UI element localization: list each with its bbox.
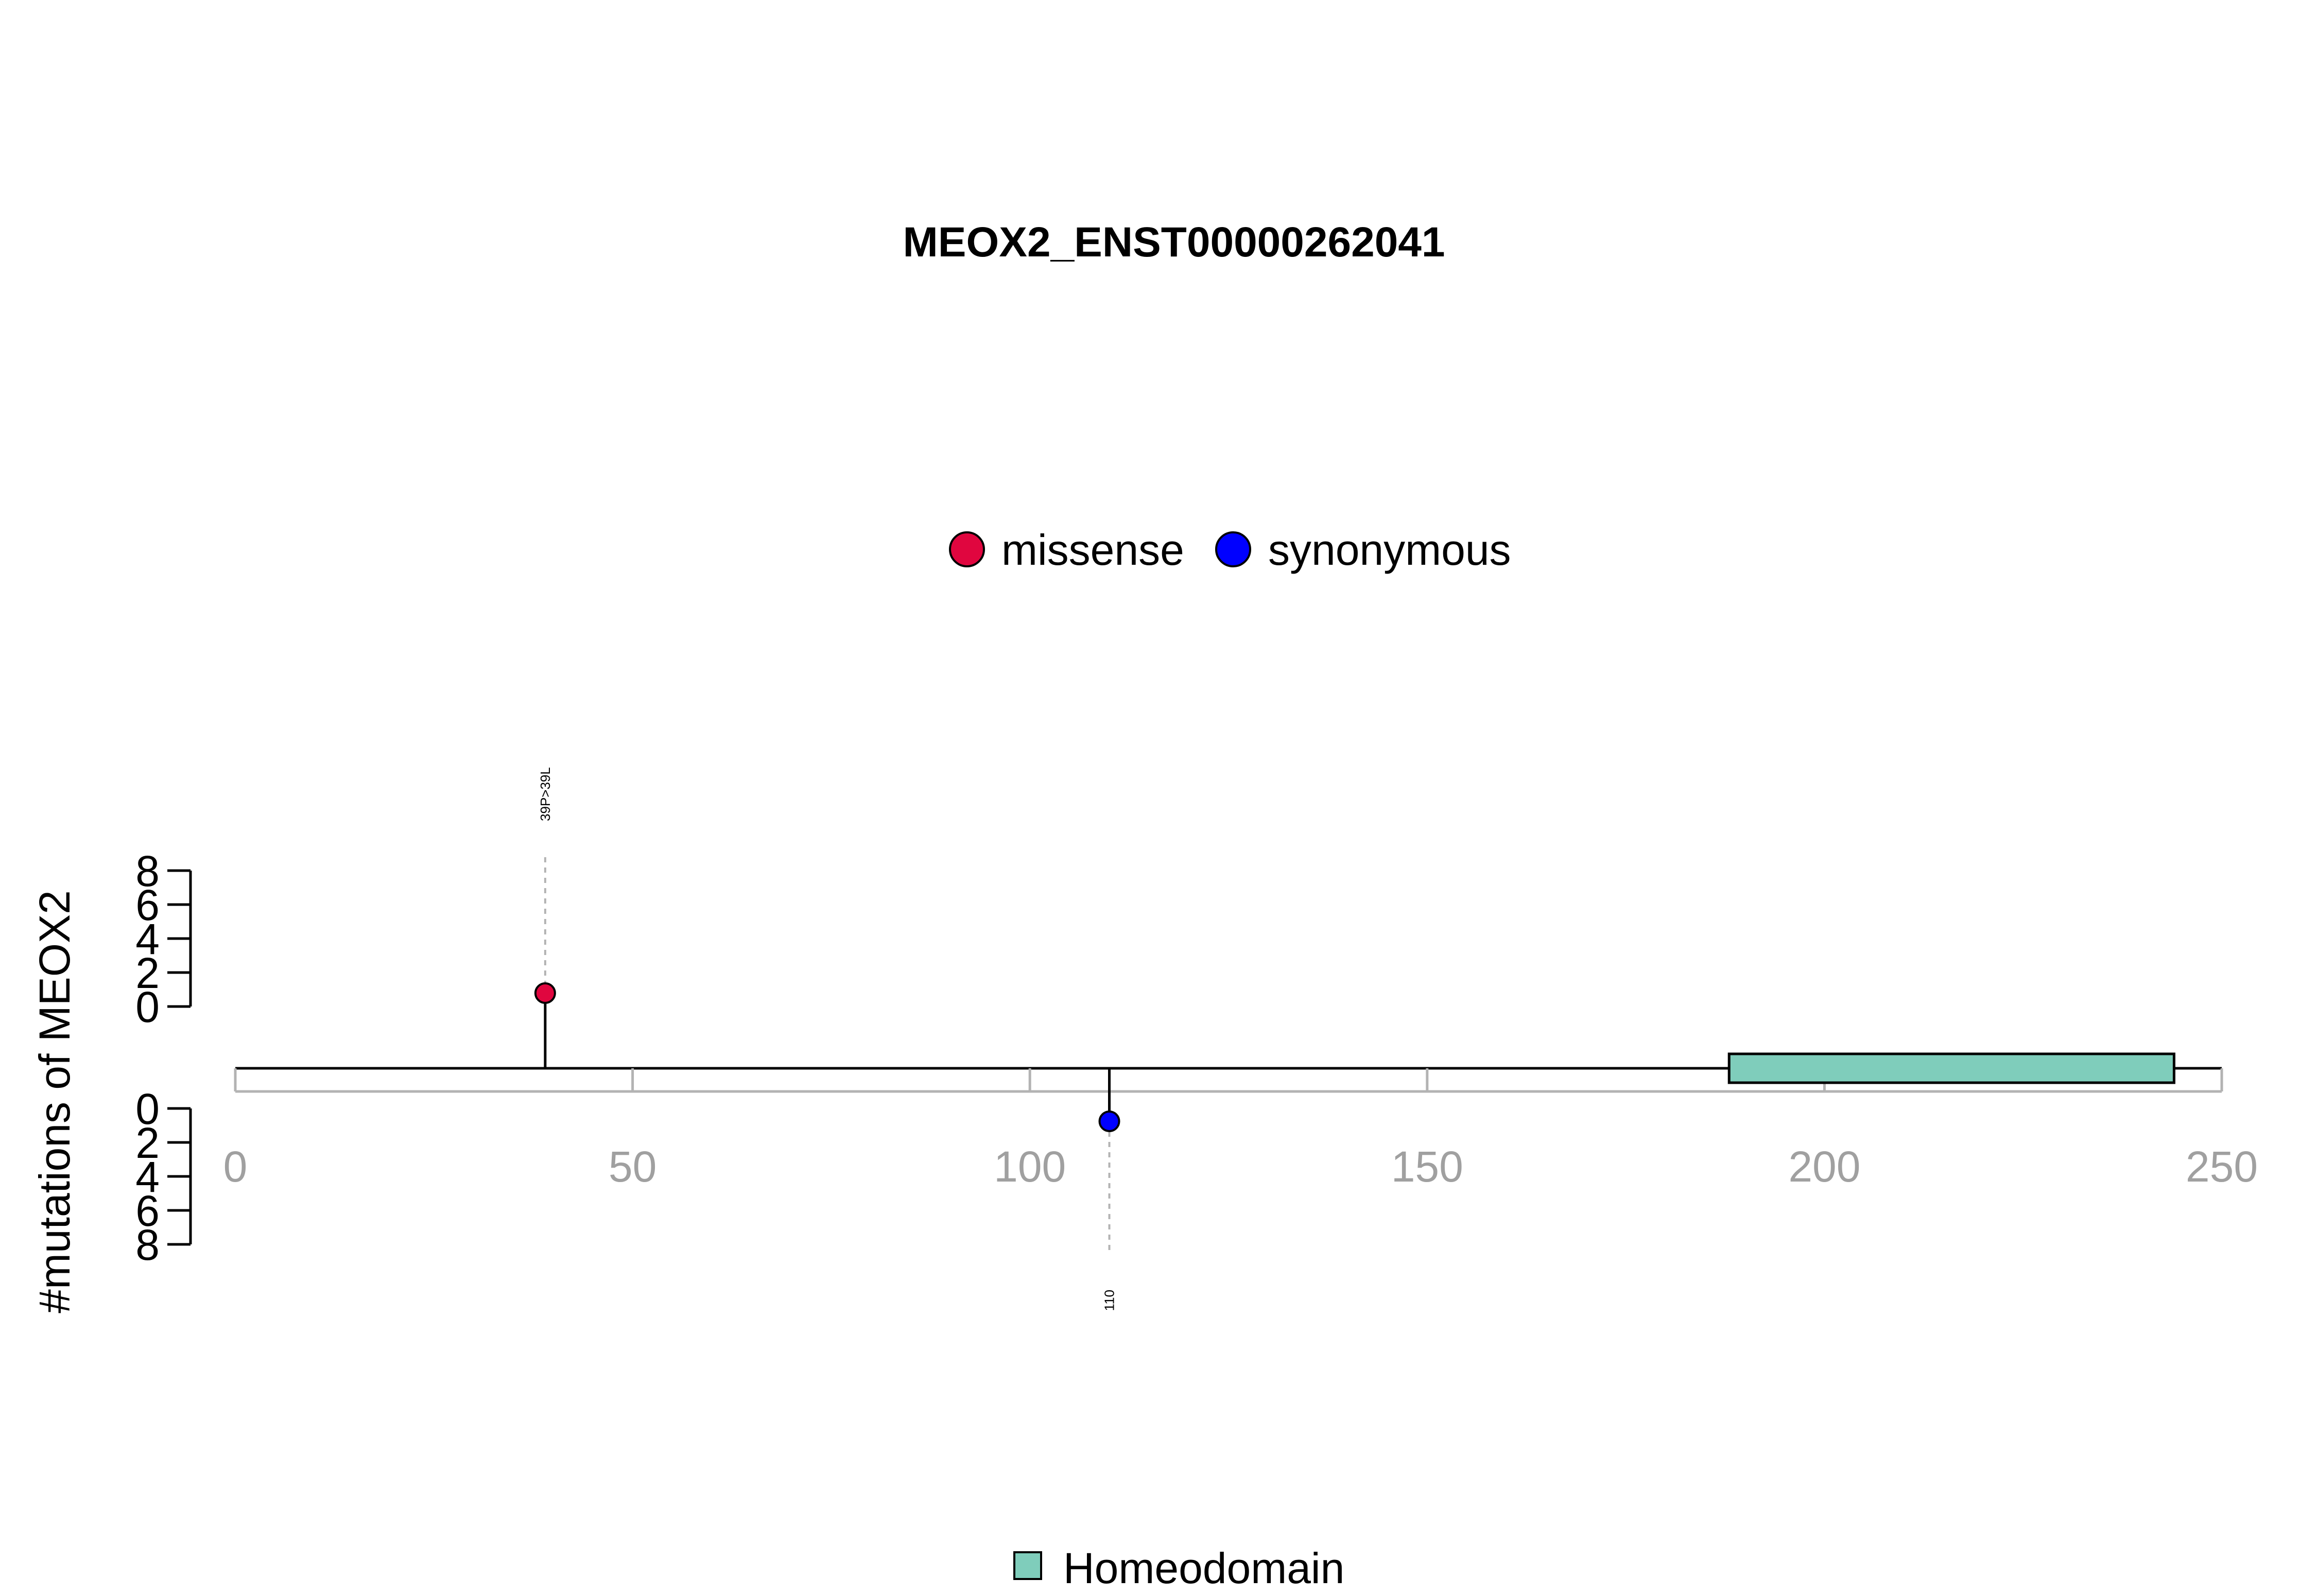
lower-y-tick-label: 4: [135, 1153, 160, 1201]
legend-swatch-homeodomain: [1013, 1551, 1042, 1580]
upper-y-tick-label: 6: [135, 881, 160, 929]
x-tick-label: 250: [2186, 1142, 2258, 1191]
domain-homeodomain: [1727, 1052, 2175, 1084]
legend-marker-synonymous: [1215, 531, 1251, 567]
lower-y-tick-label: 2: [135, 1119, 160, 1167]
upper-y-tick-label: 2: [135, 949, 160, 997]
x-tick-label: 0: [223, 1142, 248, 1191]
mutation-label: 110: [1102, 1290, 1117, 1311]
x-tick-label: 50: [609, 1142, 656, 1191]
chart-title: MEOX2_ENST00000262041: [903, 219, 1445, 266]
y-axis-label: #mutations of MEOX2: [30, 890, 79, 1313]
x-axis: 0 50 100 150 200 250: [223, 1068, 2258, 1191]
legend-label-homeodomain: Homeodomain: [1063, 1544, 1344, 1592]
upper-y-tick-label: 4: [135, 915, 160, 963]
mutation-point-missense: [534, 982, 556, 1004]
upper-y-tick-label: 8: [135, 847, 160, 895]
lower-y-tick-label: 8: [135, 1221, 160, 1269]
upper-y-tick-label: 0: [135, 983, 160, 1031]
mutation-type-legend: missense synonymous: [949, 526, 1511, 574]
lower-y-tick-label: 6: [135, 1187, 160, 1235]
x-tick-label: 100: [994, 1142, 1066, 1191]
domain-legend: Homeodomain: [1013, 1544, 1344, 1592]
lower-y-tick-label: 0: [135, 1085, 160, 1133]
x-tick-label: 200: [1788, 1142, 1860, 1191]
domain-track: [1727, 1052, 2175, 1084]
mutation-label: 39P>39L: [538, 767, 553, 821]
legend-label-missense: missense: [1001, 526, 1184, 574]
legend-marker-missense: [949, 531, 985, 567]
mutation-track: 39P>39L 110: [534, 767, 1120, 1311]
legend-label-synonymous: synonymous: [1268, 526, 1511, 574]
x-tick-label: 150: [1391, 1142, 1463, 1191]
mutation-point-synonymous: [1098, 1111, 1120, 1132]
